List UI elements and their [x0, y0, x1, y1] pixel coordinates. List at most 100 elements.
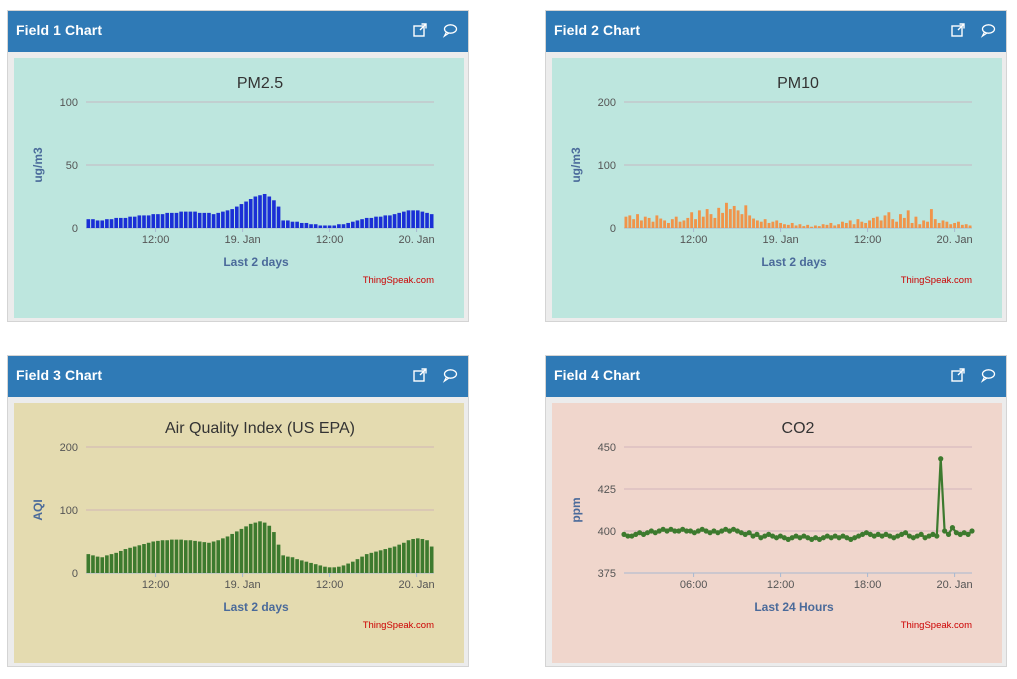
bar	[309, 562, 313, 573]
bar	[420, 211, 425, 228]
bar	[837, 224, 841, 228]
data-point	[777, 533, 784, 539]
bar	[902, 217, 906, 228]
bar	[304, 222, 309, 228]
bar	[899, 214, 902, 228]
data-point	[930, 531, 936, 537]
data-point	[949, 525, 956, 531]
bar	[123, 549, 128, 573]
data-point	[863, 530, 870, 536]
data-point	[711, 528, 717, 534]
data-point	[644, 530, 651, 536]
bar	[429, 214, 434, 228]
bar	[763, 219, 767, 228]
credit-link[interactable]: ThingSpeak.com	[901, 275, 972, 286]
data-point	[914, 533, 920, 539]
bar	[875, 216, 879, 228]
comment-icon[interactable]	[442, 22, 458, 38]
x-tick-label: 20. Jan	[399, 234, 435, 246]
bar	[968, 225, 972, 228]
external-link-icon[interactable]	[412, 367, 428, 383]
bar	[639, 220, 643, 228]
bar	[813, 225, 817, 228]
data-point	[719, 528, 725, 534]
panel-header: Field 2 Chart	[546, 11, 1006, 52]
data-point	[852, 535, 858, 541]
credit-link[interactable]: ThingSpeak.com	[363, 620, 434, 631]
bar	[945, 221, 949, 228]
bar	[883, 215, 887, 228]
bar	[411, 210, 415, 228]
bar	[895, 221, 899, 228]
data-point	[926, 533, 932, 539]
data-point	[828, 535, 834, 541]
bar	[281, 220, 286, 228]
bar	[736, 210, 740, 228]
bar	[759, 221, 763, 228]
data-point	[957, 531, 963, 537]
x-tick-label: 12:00	[854, 234, 882, 246]
bar	[775, 220, 779, 228]
bar	[193, 540, 197, 573]
bar	[174, 539, 179, 573]
bar	[234, 206, 239, 228]
y-tick-label: 0	[72, 223, 78, 235]
bar	[165, 212, 170, 228]
data-point	[668, 526, 674, 532]
comment-icon[interactable]	[442, 367, 458, 383]
data-point	[750, 533, 756, 539]
bar	[360, 556, 364, 573]
credit-link[interactable]: ThingSpeak.com	[363, 275, 434, 286]
bar	[355, 559, 360, 573]
bar	[109, 219, 114, 228]
bar	[844, 222, 848, 228]
bar	[643, 216, 647, 228]
external-link-icon[interactable]	[950, 22, 966, 38]
bar	[651, 221, 655, 228]
bar	[221, 211, 225, 228]
bar	[374, 216, 378, 228]
y-tick-label: 200	[60, 442, 78, 454]
bar	[728, 209, 732, 228]
bar	[914, 216, 918, 228]
bar	[221, 538, 225, 573]
external-link-icon[interactable]	[950, 367, 966, 383]
data-point	[942, 528, 948, 534]
data-point	[793, 533, 799, 539]
bar	[267, 196, 272, 228]
bar	[910, 222, 914, 228]
credit-link[interactable]: ThingSpeak.com	[901, 620, 972, 631]
bar	[197, 212, 202, 228]
bar	[258, 521, 262, 573]
data-point	[899, 531, 905, 537]
bar	[415, 210, 420, 228]
bar	[323, 225, 327, 228]
data-point	[746, 530, 752, 536]
comment-icon[interactable]	[980, 367, 996, 383]
data-point	[840, 533, 846, 539]
x-tick-label: 12:00	[316, 234, 344, 246]
bar	[239, 204, 244, 228]
bar	[856, 219, 860, 228]
data-point	[785, 536, 791, 542]
external-link-icon[interactable]	[412, 22, 428, 38]
data-point	[820, 535, 827, 541]
bar	[783, 224, 786, 228]
data-point	[730, 526, 737, 532]
data-point	[910, 535, 916, 541]
bar	[341, 565, 346, 573]
bar	[239, 528, 244, 573]
bar	[798, 224, 802, 228]
bar	[95, 220, 100, 228]
comment-icon[interactable]	[980, 22, 996, 38]
bar	[848, 220, 852, 228]
bar	[160, 540, 165, 573]
data-point	[879, 533, 885, 539]
data-point	[637, 530, 643, 536]
bar	[188, 211, 193, 228]
data-point	[836, 535, 842, 541]
data-point	[680, 526, 686, 532]
chart-background	[552, 58, 1002, 318]
field-4-chart-panel: Field 4 Chart CO2 375 400 425 450 06:00 12:00 1…	[545, 355, 1007, 667]
data-point	[633, 531, 639, 537]
